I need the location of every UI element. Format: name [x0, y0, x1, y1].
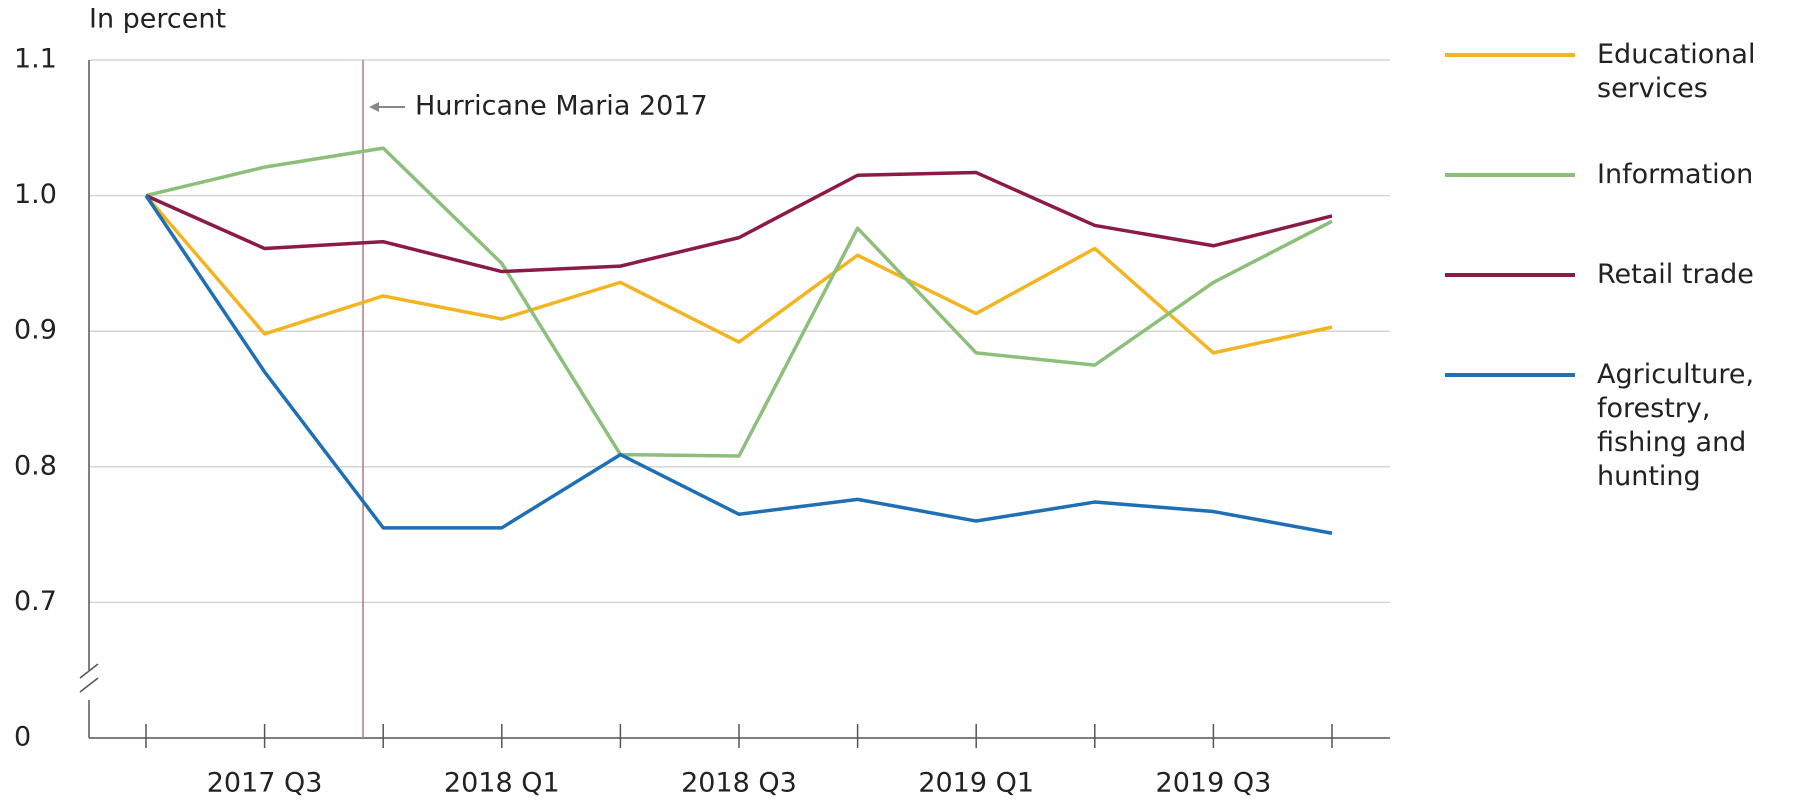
- y-tick-label: 0.8: [14, 450, 57, 481]
- x-tick-label: 2018 Q3: [681, 768, 797, 799]
- legend-item: Retail trade: [1445, 258, 1790, 358]
- annotation-arrowhead: [369, 102, 380, 112]
- y-tick-label: 1.1: [14, 44, 57, 75]
- legend-item: Information: [1445, 158, 1790, 258]
- x-tick-label: 2019 Q3: [1156, 768, 1272, 799]
- axis-break: [79, 663, 99, 679]
- legend-label: Educational services: [1597, 39, 1756, 104]
- y-tick-label: 0.9: [14, 315, 57, 346]
- series-line: [145, 146, 1333, 458]
- chart: In percent 0 0.7 0.8 0.9 1.0 1.1 2017 Q3 2018 Q…: [14, 4, 1390, 799]
- legend-swatch: [1445, 273, 1575, 277]
- legend-swatch: [1445, 373, 1575, 377]
- series-line: [145, 170, 1333, 274]
- legend-item: Educational services: [1445, 38, 1790, 158]
- x-tick-label: 2019 Q1: [918, 768, 1034, 799]
- legend-item: Agriculture, forestry, fishing and hunti…: [1445, 358, 1790, 508]
- series-line: [144, 194, 1333, 535]
- axis-title: In percent: [89, 4, 226, 35]
- legend-label: Retail trade: [1597, 259, 1754, 290]
- annotation: Hurricane Maria 2017: [415, 91, 708, 122]
- y-tick-label: 1.0: [14, 179, 57, 210]
- y-tick-label: 0: [14, 722, 31, 753]
- axis-break: [79, 677, 99, 693]
- x-tick-label: 2018 Q1: [444, 768, 560, 799]
- legend-swatch: [1445, 53, 1575, 57]
- y-tick-label: 0.7: [14, 586, 57, 617]
- legend-label: Agriculture, forestry, fishing and hunti…: [1597, 359, 1755, 492]
- legend: Educational services Information Retail tr…: [1445, 38, 1790, 508]
- legend-label: Information: [1597, 159, 1754, 190]
- series-line: [144, 194, 1333, 355]
- x-tick-label: 2017 Q3: [207, 768, 323, 799]
- legend-swatch: [1445, 173, 1575, 177]
